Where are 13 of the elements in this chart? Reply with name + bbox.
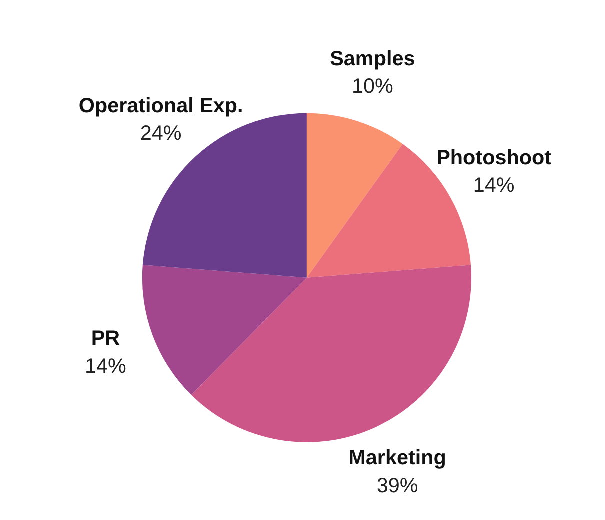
data-label: 39%: [376, 474, 418, 498]
slice-label: Photoshoot: [436, 146, 552, 170]
slice-label: Operational Exp.: [78, 94, 244, 118]
slice-label: PR: [91, 327, 120, 350]
slice-label: Marketing: [348, 446, 446, 470]
pie-slice: [191, 265, 472, 442]
pie-slice: [306, 113, 403, 278]
data-label: 10%: [352, 75, 394, 98]
slice-label: Samples: [330, 47, 416, 70]
data-label: 24%: [140, 122, 182, 145]
data-label: 14%: [85, 354, 126, 378]
data-label: 14%: [473, 174, 515, 198]
pie-slice: [142, 265, 307, 396]
